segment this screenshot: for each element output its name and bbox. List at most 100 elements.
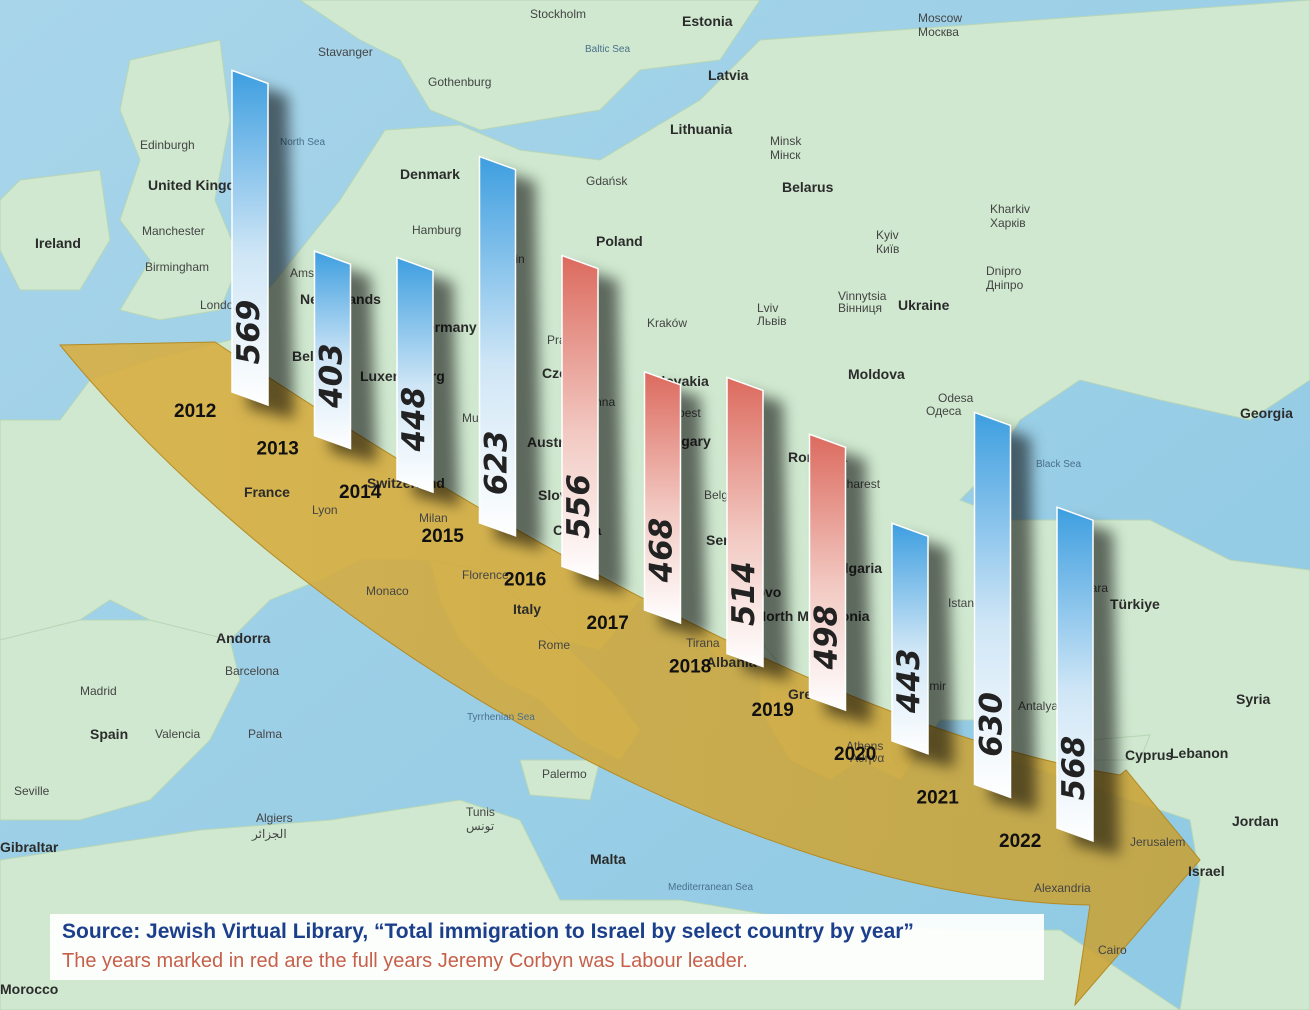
value-label-2017: 468 bbox=[644, 518, 680, 584]
bar-2021 bbox=[973, 411, 1012, 799]
map-label-minsk: Minsk bbox=[770, 134, 802, 148]
year-label-2022: 2022 bbox=[999, 831, 1041, 852]
map-label-morocco: Morocco bbox=[0, 981, 58, 997]
map-label-milan: Milan bbox=[419, 511, 448, 525]
map-label-cyprus: Cyprus bbox=[1125, 747, 1173, 763]
map-label-edinburgh: Edinburgh bbox=[140, 138, 195, 152]
map-label-black-sea: Black Sea bbox=[1036, 459, 1081, 470]
note-text: The years marked in red are the full yea… bbox=[62, 950, 748, 972]
map-label-lithuania: Lithuania bbox=[670, 121, 732, 137]
year-label-2018: 2018 bbox=[669, 657, 711, 678]
map-label-palma: Palma bbox=[248, 727, 282, 741]
year-label-2015: 2015 bbox=[422, 526, 465, 547]
map-label-north-sea: North Sea bbox=[280, 137, 325, 148]
value-label-2013: 403 bbox=[314, 343, 350, 409]
year-label-2013: 2013 bbox=[257, 439, 299, 460]
map-label-gibraltar: Gibraltar bbox=[0, 839, 59, 855]
map-label-hamburg: Hamburg bbox=[412, 223, 461, 237]
map-label-ukraine: Ukraine bbox=[898, 297, 950, 313]
year-label-2014: 2014 bbox=[339, 482, 382, 503]
map-label-denmark: Denmark bbox=[400, 166, 460, 182]
map-label-vinnytsia-cyr: Вінниця bbox=[838, 301, 882, 315]
bar-2020 bbox=[891, 522, 929, 755]
bar-2016 bbox=[561, 254, 599, 581]
bar-2015 bbox=[478, 155, 517, 537]
value-label-2018: 514 bbox=[726, 561, 762, 626]
map-label-spain: Spain bbox=[90, 726, 128, 742]
value-label-2012: 569 bbox=[231, 300, 267, 365]
map-label-manchester: Manchester bbox=[142, 224, 205, 238]
map-label-dnipro: Dnipro bbox=[986, 264, 1022, 278]
map-label-andorra: Andorra bbox=[216, 630, 271, 646]
map-label-gdansk: Gdańsk bbox=[586, 174, 628, 188]
map-label-stavanger: Stavanger bbox=[318, 45, 373, 59]
map-label-kharkiv-cyr: Харків bbox=[990, 216, 1026, 230]
map-label-mediterranean-sea: Mediterranean Sea bbox=[668, 882, 753, 893]
map-label-italy: Italy bbox=[513, 601, 541, 617]
map-label-jordan: Jordan bbox=[1232, 813, 1279, 829]
map-label-stockholm: Stockholm bbox=[530, 7, 586, 21]
map-label-london: London bbox=[200, 298, 240, 312]
map-label-seville: Seville bbox=[14, 784, 50, 798]
map-label-barcelona: Barcelona bbox=[225, 664, 279, 678]
map-label-birmingham: Birmingham bbox=[145, 260, 209, 274]
map-label-cairo: Cairo bbox=[1098, 943, 1127, 957]
bars: 569 403 448 623 556 468 514 498 443 630 568 bbox=[231, 69, 1119, 855]
map-label-kyiv: Kyiv bbox=[876, 228, 899, 242]
map-label-jerusalem: Jerusalem bbox=[1130, 835, 1185, 849]
map-label-tirana: Tirana bbox=[686, 636, 720, 650]
map-label-israel: Israel bbox=[1188, 863, 1225, 879]
map-label-madrid: Madrid bbox=[80, 684, 117, 698]
map-label-palermo: Palermo bbox=[542, 767, 587, 781]
bar-2013 bbox=[313, 250, 352, 450]
map-label-malta: Malta bbox=[590, 851, 626, 867]
value-label-2022: 568 bbox=[1056, 736, 1092, 801]
value-label-2015: 623 bbox=[479, 430, 515, 495]
year-label-2021: 2021 bbox=[917, 787, 960, 808]
map-label-tunis-ar: تونس bbox=[466, 819, 494, 833]
map-label-belarus: Belarus bbox=[782, 179, 834, 195]
map-label-gothenburg: Gothenburg bbox=[428, 75, 491, 89]
land-sicily bbox=[519, 759, 601, 801]
bar-2022 bbox=[1056, 506, 1094, 843]
year-label-2012: 2012 bbox=[174, 401, 216, 422]
map-label-lebanon: Lebanon bbox=[1170, 745, 1228, 761]
map-label-odesa-cyr: Одеса bbox=[926, 404, 962, 418]
map-label-lyon: Lyon bbox=[312, 503, 338, 517]
map-label-monaco: Monaco bbox=[366, 584, 409, 598]
map-label-dnipro-cyr: Дніпро bbox=[986, 278, 1024, 292]
map-label-algiers: Algiers bbox=[256, 811, 293, 825]
caption-box: Source: Jewish Virtual Library, “Total i… bbox=[50, 914, 1044, 980]
map-label-minsk-cyr: Мінск bbox=[770, 148, 801, 162]
map-label-ireland: Ireland bbox=[35, 235, 81, 251]
bar-2017 bbox=[643, 370, 682, 625]
source-text: Source: Jewish Virtual Library, “Total i… bbox=[62, 920, 914, 943]
land-ireland bbox=[0, 169, 111, 291]
year-label-2020: 2020 bbox=[834, 744, 876, 765]
map-label-rome: Rome bbox=[538, 638, 570, 652]
value-label-2021: 630 bbox=[974, 692, 1010, 757]
map-label-france: France bbox=[244, 484, 290, 500]
map-label-turkiye: Türkiye bbox=[1110, 596, 1160, 612]
map-label-lviv-cyr: Львів bbox=[757, 314, 787, 328]
land-britain bbox=[119, 39, 241, 321]
map-label-estonia: Estonia bbox=[682, 13, 733, 29]
map-label-odesa: Odesa bbox=[938, 391, 974, 405]
map-label-moscow: Moscow bbox=[918, 11, 962, 25]
map-label-kyiv-cyr: Київ bbox=[876, 242, 899, 256]
map-label-kharkiv: Kharkiv bbox=[990, 202, 1030, 216]
map-label-baltic-sea: Baltic Sea bbox=[585, 44, 630, 55]
year-label-2019: 2019 bbox=[752, 700, 794, 721]
map-label-united-kingdom: United Kingdom bbox=[148, 177, 256, 193]
map-label-alexandria: Alexandria bbox=[1034, 881, 1091, 895]
map-label-georgia: Georgia bbox=[1240, 405, 1293, 421]
map-label-athens-gr: Αθήνα bbox=[850, 751, 884, 765]
map-label-valencia: Valencia bbox=[155, 727, 200, 741]
map-label-tunis: Tunis bbox=[466, 805, 495, 819]
value-label-2016: 556 bbox=[561, 474, 597, 539]
bar-2012 bbox=[231, 69, 269, 407]
year-label-2017: 2017 bbox=[587, 613, 629, 634]
map-label-krakow: Kraków bbox=[647, 316, 687, 330]
